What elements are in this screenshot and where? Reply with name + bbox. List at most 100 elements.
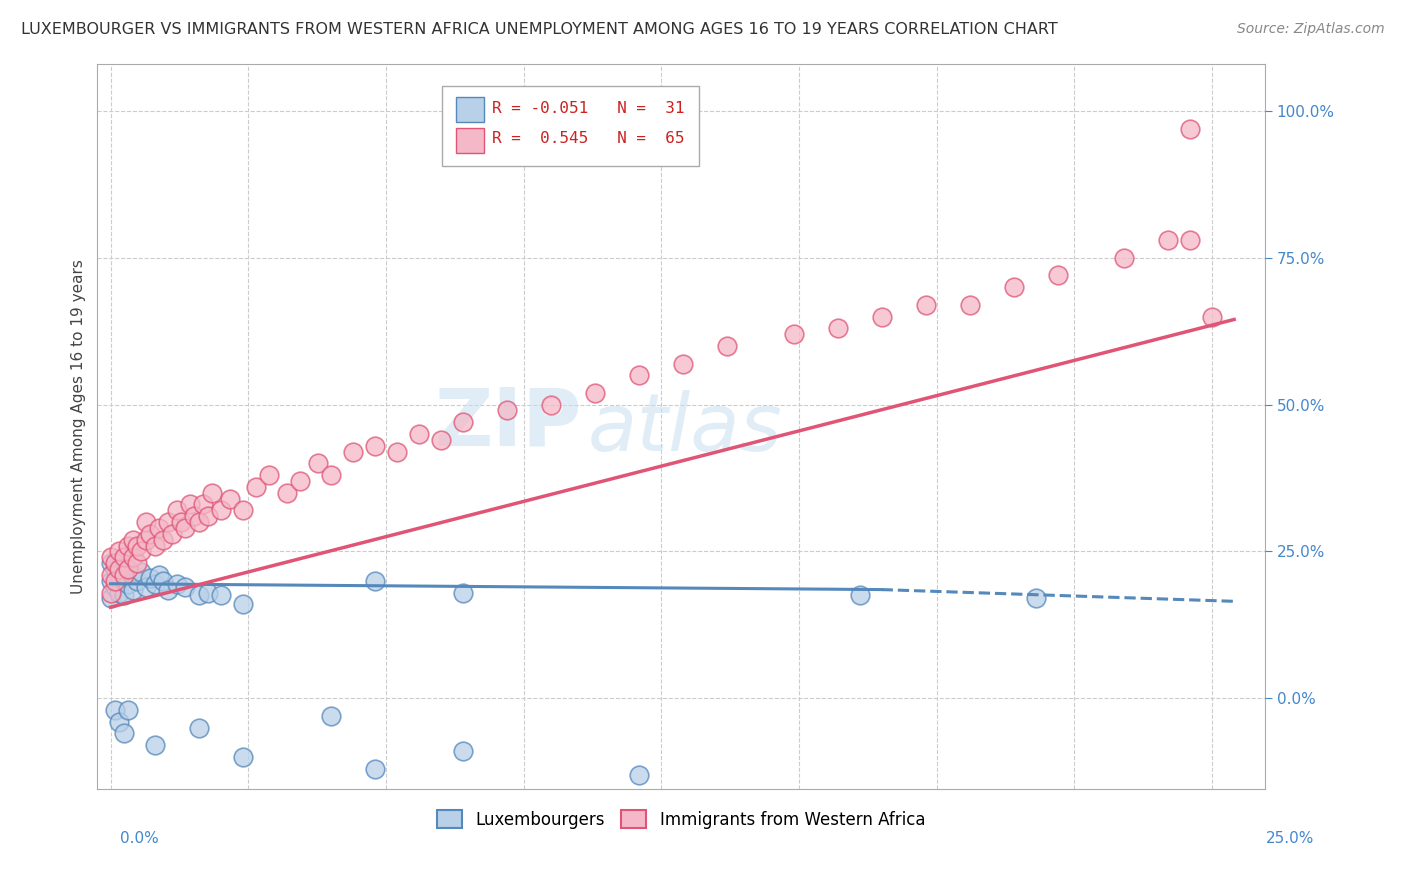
Point <box>121 533 143 547</box>
Point <box>108 544 131 558</box>
Point <box>117 576 139 591</box>
Point <box>319 468 342 483</box>
Point <box>139 571 162 585</box>
Point <box>540 398 562 412</box>
Point <box>782 327 804 342</box>
Point <box>112 589 135 603</box>
Point <box>197 585 219 599</box>
Point <box>583 385 606 400</box>
Text: 0.0%: 0.0% <box>120 831 159 846</box>
Point <box>117 539 139 553</box>
Text: R =  0.545   N =  65: R = 0.545 N = 65 <box>492 131 685 146</box>
Point <box>1112 251 1135 265</box>
Point <box>232 503 254 517</box>
Point <box>139 526 162 541</box>
Point <box>104 703 127 717</box>
Point <box>100 556 122 570</box>
Legend: Luxembourgers, Immigrants from Western Africa: Luxembourgers, Immigrants from Western A… <box>430 804 932 835</box>
Point <box>174 580 197 594</box>
Point <box>131 544 153 558</box>
Point <box>1178 121 1201 136</box>
Point <box>143 539 166 553</box>
Point <box>143 738 166 752</box>
Point <box>257 468 280 483</box>
Point <box>156 515 179 529</box>
Point <box>125 539 148 553</box>
Point <box>914 298 936 312</box>
Point <box>870 310 893 324</box>
Point <box>276 485 298 500</box>
Point <box>112 574 135 588</box>
Point <box>827 321 849 335</box>
Point <box>319 708 342 723</box>
Point <box>342 444 364 458</box>
Point <box>108 568 131 582</box>
Point <box>218 491 240 506</box>
FancyBboxPatch shape <box>456 97 484 122</box>
Point <box>496 403 519 417</box>
Point <box>112 726 135 740</box>
Point <box>121 582 143 597</box>
Point <box>191 498 214 512</box>
Point <box>364 439 387 453</box>
Point <box>135 533 157 547</box>
Point <box>201 485 224 500</box>
Point <box>125 556 148 570</box>
Point <box>179 498 201 512</box>
FancyBboxPatch shape <box>441 86 699 166</box>
Point <box>100 591 122 606</box>
Point <box>143 576 166 591</box>
Point <box>1157 233 1180 247</box>
Point <box>166 576 188 591</box>
Point <box>112 550 135 565</box>
Y-axis label: Unemployment Among Ages 16 to 19 years: Unemployment Among Ages 16 to 19 years <box>72 260 86 594</box>
Point <box>131 565 153 579</box>
Point <box>104 556 127 570</box>
Point <box>1002 280 1025 294</box>
Point <box>152 533 174 547</box>
Point <box>100 568 122 582</box>
Point <box>408 427 430 442</box>
Point <box>125 574 148 588</box>
Point <box>156 582 179 597</box>
Point <box>152 574 174 588</box>
Point <box>166 503 188 517</box>
Point <box>209 589 232 603</box>
Point <box>451 585 474 599</box>
Point <box>170 515 193 529</box>
Point <box>1046 268 1069 283</box>
Point <box>451 744 474 758</box>
Point <box>108 714 131 729</box>
Point <box>307 456 329 470</box>
Point <box>100 574 122 588</box>
Point <box>104 580 127 594</box>
Point <box>848 589 870 603</box>
Point <box>430 433 453 447</box>
Point <box>364 574 387 588</box>
Point <box>1201 310 1223 324</box>
Point <box>187 515 209 529</box>
Point <box>100 550 122 565</box>
Point <box>716 339 738 353</box>
Point <box>148 568 170 582</box>
Point <box>1025 591 1047 606</box>
Point <box>451 415 474 429</box>
Text: 25.0%: 25.0% <box>1267 831 1315 846</box>
Point <box>628 767 651 781</box>
Point <box>672 357 695 371</box>
Point <box>162 526 184 541</box>
Point <box>148 521 170 535</box>
Point <box>187 721 209 735</box>
Point <box>187 589 209 603</box>
Point <box>197 509 219 524</box>
FancyBboxPatch shape <box>456 128 484 153</box>
Point <box>1178 233 1201 247</box>
Point <box>135 515 157 529</box>
Point <box>232 750 254 764</box>
Text: Source: ZipAtlas.com: Source: ZipAtlas.com <box>1237 22 1385 37</box>
Point <box>104 574 127 588</box>
Point <box>245 480 267 494</box>
Point <box>121 550 143 565</box>
Point <box>121 568 143 582</box>
Point <box>112 568 135 582</box>
